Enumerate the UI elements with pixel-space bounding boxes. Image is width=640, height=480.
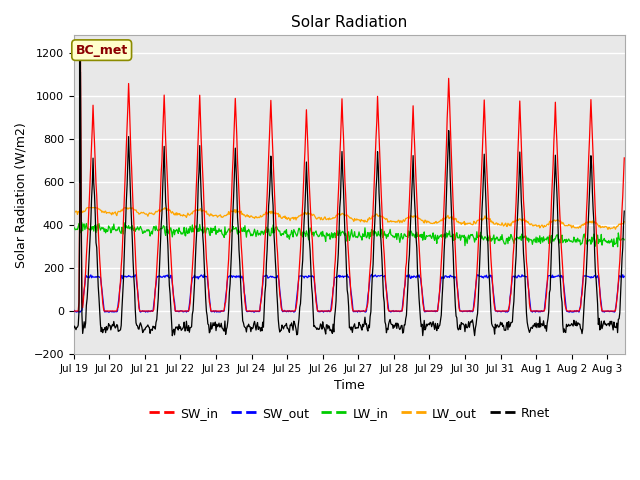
Legend: SW_in, SW_out, LW_in, LW_out, Rnet: SW_in, SW_out, LW_in, LW_out, Rnet [144,402,555,425]
X-axis label: Time: Time [334,379,365,392]
Y-axis label: Solar Radiation (W/m2): Solar Radiation (W/m2) [15,122,28,267]
Text: BC_met: BC_met [76,44,128,57]
Title: Solar Radiation: Solar Radiation [291,15,408,30]
